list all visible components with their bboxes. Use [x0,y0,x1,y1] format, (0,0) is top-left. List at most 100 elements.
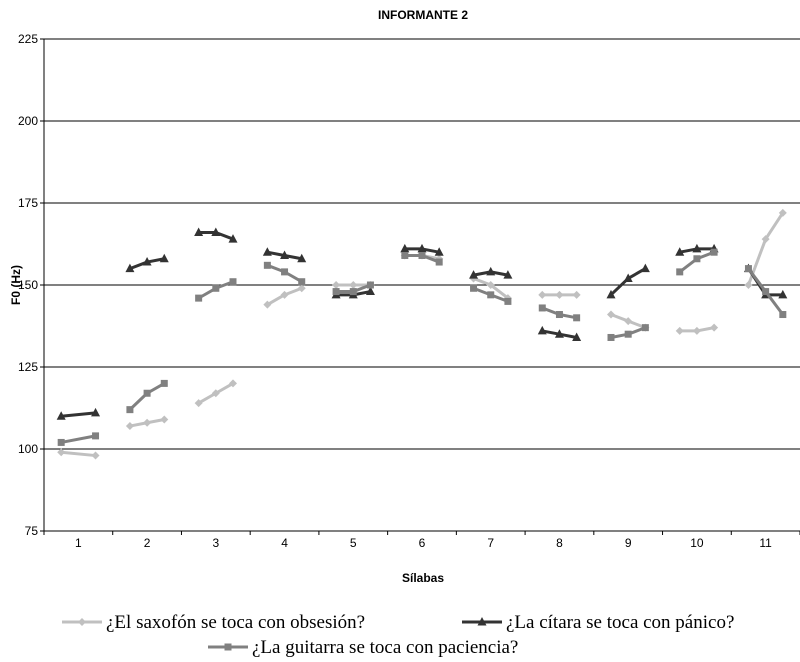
data-point-diamond [160,415,169,424]
x-tick-label: 10 [690,536,704,550]
data-point-triangle [125,263,135,273]
data-point-triangle [262,247,272,256]
x-tick-label: 3 [212,536,219,550]
data-point-triangle [469,270,479,279]
data-point-square [744,265,752,273]
data-point-diamond [194,399,203,408]
data-point-triangle [778,289,788,299]
data-point-square [710,248,718,256]
data-point-triangle [434,247,444,256]
data-point-square [435,258,443,266]
data-point-triangle [365,286,375,296]
data-point-square [573,314,581,322]
data-point-diamond [125,422,134,431]
data-point-diamond [263,300,272,309]
y-tick-label: 75 [25,524,39,538]
data-point-square [555,311,563,319]
legend-swatch-marker [224,643,232,651]
data-point-triangle [400,243,410,253]
data-point-square [470,284,478,292]
legend-swatch-marker [78,618,86,626]
data-point-square [298,278,306,286]
plot-area [56,208,788,460]
y-tick-label: 125 [18,360,38,374]
data-point-square [263,261,271,269]
data-point-triangle [503,270,513,279]
data-point-square [160,379,168,387]
legend-label: ¿El saxofón se toca con obsesión? [106,612,365,633]
gridlines [44,38,800,450]
data-point-square [229,278,237,286]
data-point-square [143,389,151,397]
data-point-square [366,281,374,289]
data-point-square [92,432,100,440]
data-point-triangle [554,329,564,338]
data-point-square [607,333,615,341]
data-point-diamond [143,418,152,427]
data-point-square [332,288,340,296]
data-point-square [676,268,684,276]
series-square [57,248,787,446]
y-tick-label: 150 [18,278,38,292]
x-tick-label: 9 [625,536,632,550]
data-point-diamond [91,451,100,460]
x-tick-label: 5 [350,536,357,550]
data-point-diamond [229,379,237,388]
y-tick-label: 225 [18,32,38,46]
data-point-triangle [56,411,66,420]
data-point-diamond [538,290,547,299]
x-tick-label: 8 [556,536,563,550]
data-point-triangle [692,243,702,253]
legend-item-diamond: ¿El saxofón se toca con obsesión? [62,612,365,633]
data-point-triangle [91,407,101,417]
data-point-diamond [57,448,66,457]
data-point-square [538,304,546,312]
data-point-triangle [297,253,307,263]
data-point-square [487,291,495,299]
data-point-square [212,284,220,292]
data-point-triangle [159,253,169,263]
data-point-diamond [692,326,701,335]
legend-swatch-marker [477,617,487,626]
data-point-diamond [778,208,787,217]
data-point-diamond [297,284,306,293]
data-point-square [779,311,787,319]
legend-item-triangle: ¿La cítara se toca con pánico? [462,612,734,633]
data-point-square [349,288,357,296]
data-point-diamond [710,323,719,332]
x-tick-label: 4 [281,536,288,550]
data-point-triangle [417,243,427,253]
data-point-diamond [555,290,564,299]
data-point-triangle [572,332,582,341]
x-tick-labels: 1 2 3 4 5 6 7 8 9 10 11 [43,531,800,550]
legend-label: ¿La cítara se toca con pánico? [506,612,734,633]
data-point-square [126,406,134,414]
y-tick-label: 200 [18,114,38,128]
data-point-diamond [486,281,495,289]
data-point-diamond [744,281,753,289]
data-point-triangle [142,257,152,266]
y-axis-label: F0 (Hz) [9,265,23,305]
y-tick-label: 100 [18,442,38,456]
data-point-square [195,294,203,302]
y-tick-label: 175 [18,196,38,210]
data-point-square [641,324,649,332]
data-point-triangle [280,250,290,259]
series-triangle-line-1 [61,411,96,418]
series-diamond [57,208,787,460]
data-point-triangle [640,263,650,273]
data-point-triangle [228,234,238,243]
series-square-line-1 [60,434,96,444]
data-point-diamond [332,281,341,289]
y-tick-labels: 75 100 125 150 175 200 225 [18,32,44,538]
data-point-diamond [761,235,770,244]
data-point-diamond [572,290,581,299]
data-point-square [281,268,289,276]
x-tick-label: 6 [419,536,426,550]
data-point-diamond [624,317,633,326]
x-tick-label: 11 [759,536,772,550]
x-tick-label: 2 [144,536,151,550]
legend-label: ¿La guitarra se toca con paciencia? [252,637,518,658]
legend-item-square: ¿La guitarra se toca con paciencia? [208,637,518,658]
data-point-square [504,297,512,305]
